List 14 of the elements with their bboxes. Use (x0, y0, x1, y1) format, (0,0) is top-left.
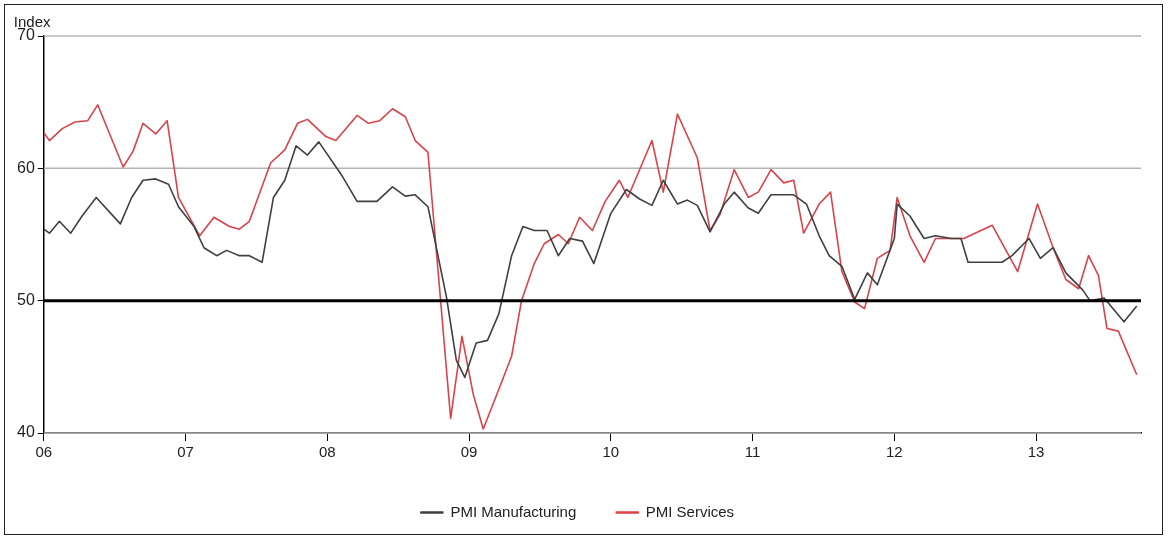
x-tick-label: 10 (602, 443, 620, 461)
x-tick-label: 08 (318, 443, 336, 461)
y-tick-label: 50 (17, 291, 35, 309)
x-tick-label: 13 (1027, 443, 1045, 461)
y-tick-label: 70 (17, 26, 35, 44)
x-tick-label: 07 (177, 443, 194, 461)
x-tick-label: 12 (886, 443, 903, 461)
y-tick-label: 60 (17, 158, 35, 176)
x-tick-label: 11 (744, 443, 761, 461)
legend-label: PMI Manufacturing (450, 502, 577, 520)
x-tick-label: 09 (460, 443, 478, 461)
y-tick-label: 40 (17, 423, 35, 441)
legend-label: PMI Services (645, 502, 735, 520)
x-tick-label: 06 (35, 443, 53, 461)
